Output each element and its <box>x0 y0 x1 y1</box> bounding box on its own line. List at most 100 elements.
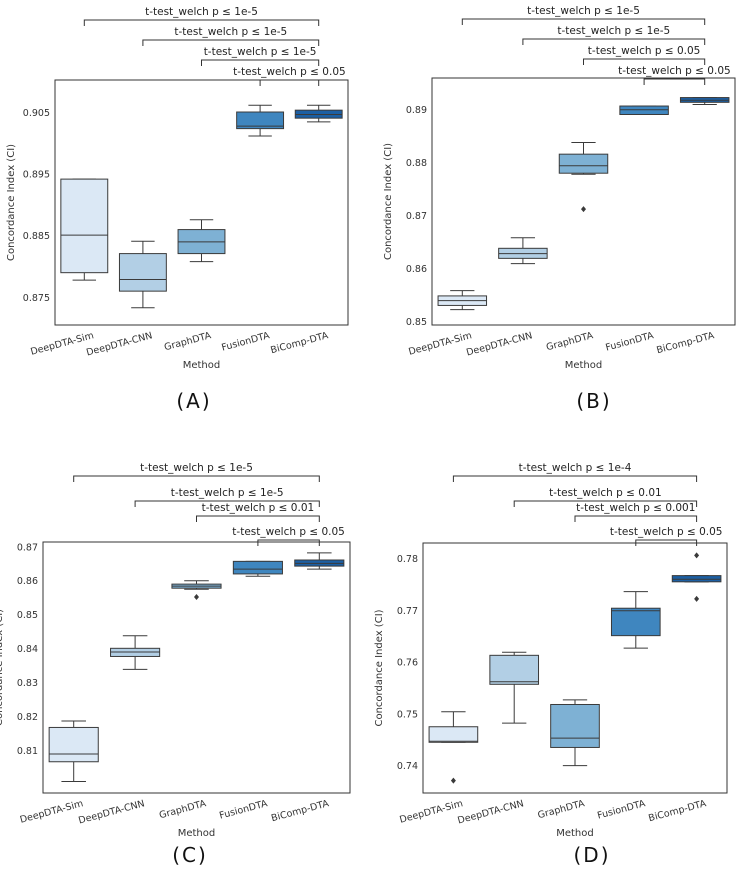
significance-label: t-test_welch p ≤ 0.05 <box>588 45 701 57</box>
box-body <box>232 560 283 575</box>
y-axis-label: Concordance Index (CI) <box>6 144 17 261</box>
box-graphdta <box>550 699 600 767</box>
x-tick-label: DeepDTA-CNN <box>465 330 534 358</box>
significance-bracket <box>574 515 698 522</box>
box-graphdta <box>171 580 222 601</box>
panel-a: 0.875 0.885 0.895 0.905 Concordance Index (C… <box>6 6 349 413</box>
panel-label: (A) <box>176 389 211 413</box>
y-axis-label: Concordance Index (CI) <box>374 609 385 726</box>
significance-annotation: t-test_welch p ≤ 0.05 <box>618 65 731 85</box>
box-deepdta-cnn <box>489 651 540 724</box>
outlier-point <box>581 206 586 213</box>
significance-label: t-test_welch p ≤ 0.01 <box>202 502 315 514</box>
x-tick-label: BiComp-DTA <box>269 330 330 356</box>
box-deepdta-cnn <box>110 635 161 670</box>
box-body <box>236 111 285 130</box>
y-tick-label: 0.82 <box>17 712 38 723</box>
x-axis-label: Method <box>183 360 221 371</box>
box-body <box>48 726 99 763</box>
box-bicomp-dta <box>294 552 345 570</box>
panel-c: 0.81 0.82 0.83 0.84 0.85 0.86 0.87 Concordance … <box>0 462 351 867</box>
x-tick-label: GraphDTA <box>537 798 587 821</box>
significance-bracket <box>643 78 706 85</box>
x-tick-label: GraphDTA <box>545 330 595 353</box>
y-tick-label: 0.87 <box>17 542 38 553</box>
axes-frame <box>422 542 728 794</box>
panel-label: (B) <box>576 389 611 413</box>
box-fusiondta <box>236 104 285 137</box>
significance-label: t-test_welch p ≤ 0.05 <box>233 66 346 78</box>
box-body <box>671 575 722 583</box>
y-axis-label: Concordance Index (CI) <box>383 143 394 260</box>
x-tick-label: GraphDTA <box>163 330 213 353</box>
y-tick-label: 0.78 <box>397 554 418 565</box>
axes-frame <box>54 79 349 326</box>
axes-frame <box>431 77 736 326</box>
significance-annotation: t-test_welch p ≤ 0.01 <box>196 502 320 522</box>
panel-b: 0.85 0.86 0.87 0.88 0.89 Concordance Index (C… <box>383 5 736 413</box>
y-tick-label: 0.85 <box>406 317 427 328</box>
box-deepdta-sim <box>48 720 99 782</box>
significance-annotation: t-test_welch p ≤ 1e-5 <box>134 487 320 507</box>
box-bicomp-dta <box>671 552 722 602</box>
significance-annotation: t-test_welch p ≤ 1e-5 <box>201 46 320 66</box>
panel-d: 0.74 0.75 0.76 0.77 0.78 Concordance Index (C… <box>374 462 728 867</box>
box-fusiondta <box>232 560 283 577</box>
box-deepdta-sim <box>428 711 479 784</box>
box-fusiondta <box>619 105 669 115</box>
significance-annotation: t-test_welch p ≤ 0.05 <box>583 45 706 65</box>
x-axis-label: Method <box>556 828 594 839</box>
significance-annotation: t-test_welch p ≤ 1e-5 <box>83 6 320 26</box>
x-axis-label: Method <box>178 828 216 839</box>
significance-bracket <box>73 475 320 482</box>
significance-annotation: t-test_welch p ≤ 1e-4 <box>452 462 698 482</box>
significance-annotation: t-test_welch p ≤ 0.01 <box>513 487 698 507</box>
y-tick-label: 0.76 <box>397 658 418 669</box>
box-fusiondta <box>610 591 661 649</box>
significance-annotation: t-test_welch p ≤ 1e-5 <box>142 26 320 46</box>
y-tick-label: 0.87 <box>406 211 427 222</box>
y-axis-label: Concordance Index (CI) <box>0 609 5 726</box>
y-tick-label: 0.895 <box>23 170 50 181</box>
x-tick-label: FusionDTA <box>220 330 271 354</box>
significance-label: t-test_welch p ≤ 1e-5 <box>174 26 287 38</box>
x-tick-label: BiComp-DTA <box>647 798 708 824</box>
x-tick-label: DeepDTA-CNN <box>77 798 146 826</box>
y-tick-label: 0.77 <box>397 606 418 617</box>
outlier-point <box>194 594 199 601</box>
box-body <box>428 726 479 743</box>
significance-annotation: t-test_welch p ≤ 1e-5 <box>73 462 320 482</box>
y-tick-label: 0.89 <box>406 105 427 116</box>
significance-label: t-test_welch p ≤ 0.01 <box>549 487 662 499</box>
significance-label: t-test_welch p ≤ 0.001 <box>576 502 695 514</box>
significance-label: t-test_welch p ≤ 1e-5 <box>204 46 317 58</box>
y-tick-label: 0.86 <box>17 576 38 587</box>
significance-annotation: t-test_welch p ≤ 0.05 <box>233 66 346 86</box>
panel-label: (D) <box>573 843 610 867</box>
x-tick-label: DeepDTA-Sim <box>19 798 85 825</box>
outlier-point <box>694 552 700 559</box>
significance-label: t-test_welch p ≤ 1e-5 <box>140 462 253 474</box>
significance-annotation: t-test_welch p ≤ 0.001 <box>574 502 698 522</box>
significance-label: t-test_welch p ≤ 1e-4 <box>519 462 632 474</box>
box-body <box>489 654 540 685</box>
box-graphdta <box>558 142 609 213</box>
panel-label: (C) <box>172 843 208 867</box>
significance-bracket <box>83 19 320 26</box>
box-deepdta-cnn <box>118 240 167 309</box>
y-tick-label: 0.875 <box>23 293 50 304</box>
significance-bracket <box>513 500 698 507</box>
y-tick-label: 0.905 <box>23 108 50 119</box>
significance-annotation: t-test_welch p ≤ 0.05 <box>610 526 723 546</box>
significance-bracket <box>522 38 706 45</box>
x-tick-label: DeepDTA-CNN <box>85 330 154 358</box>
y-tick-label: 0.75 <box>397 709 418 720</box>
box-body <box>610 607 661 637</box>
box-body <box>60 178 109 274</box>
significance-label: t-test_welch p ≤ 0.05 <box>610 526 723 538</box>
box-body <box>118 253 167 292</box>
box-bicomp-dta <box>679 97 730 105</box>
box-bicomp-dta <box>294 104 343 123</box>
y-tick-label: 0.81 <box>17 746 38 757</box>
